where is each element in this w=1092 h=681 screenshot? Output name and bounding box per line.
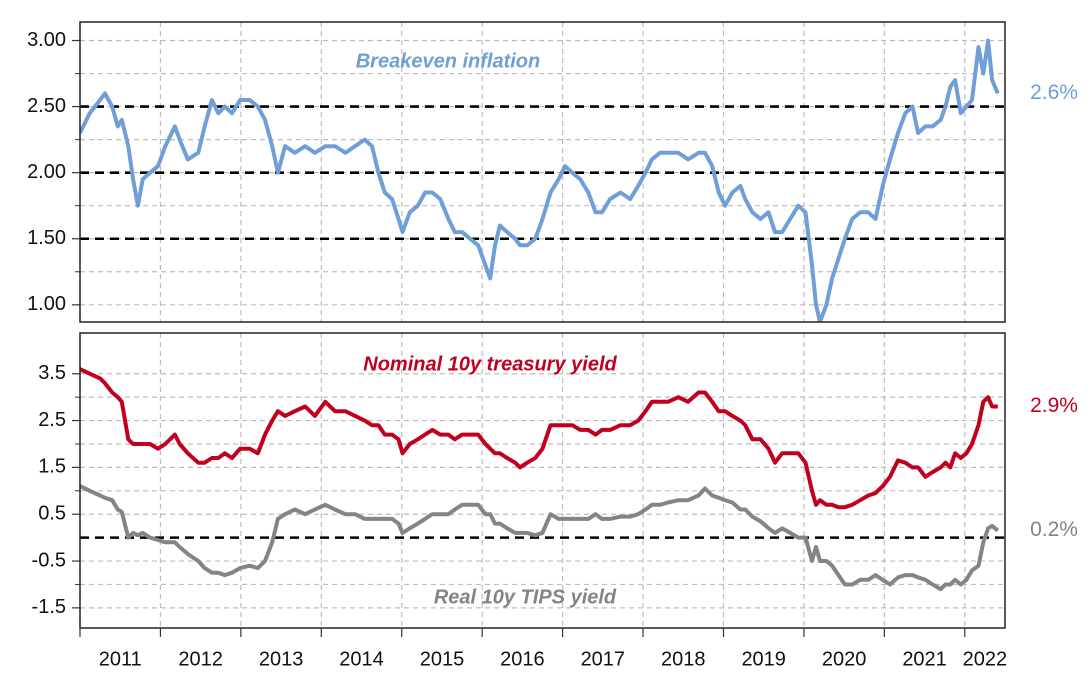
- series-label: Real 10y TIPS yield: [434, 586, 617, 608]
- y-tick-label: 1.5: [38, 456, 66, 478]
- series-label: Breakeven inflation: [356, 50, 541, 72]
- y-tick-label: 3.5: [38, 362, 66, 384]
- y-tick-label: 2.50: [27, 95, 66, 117]
- series-label: Nominal 10y treasury yield: [363, 353, 617, 375]
- x-tick-label: 2013: [259, 648, 304, 670]
- x-tick-label: 2012: [178, 648, 223, 670]
- plot-frame: [79, 21, 1006, 323]
- y-tick-label: 1.50: [27, 227, 66, 249]
- x-tick-label: 2011: [99, 648, 142, 670]
- y-tick-label: 3.00: [27, 29, 66, 51]
- y-tick-label: 0.5: [38, 502, 66, 524]
- y-tick-label: 2.00: [27, 161, 66, 183]
- end-label: 2.6%: [1030, 81, 1078, 104]
- x-tick-label: 2016: [500, 648, 545, 670]
- x-tick-label: 2021: [902, 648, 947, 670]
- end-label: 0.2%: [1030, 518, 1078, 541]
- panel: 3.5 2.5 1.5 0.5 -0.5 -1.5 Nominal 10y treasury…: [32, 332, 1078, 670]
- y-tick-label: -0.5: [32, 549, 66, 571]
- line: [80, 484, 1000, 592]
- line: [80, 367, 998, 510]
- y-tick-label: 1.00: [27, 293, 66, 315]
- end-label: 2.9%: [1030, 394, 1078, 417]
- x-tick-label: 2022: [963, 648, 1008, 670]
- y-tick-label: -1.5: [32, 596, 66, 618]
- panel: 1.00 1.50 2.00 2.50 3.00 Breakeven inflation 2…: [27, 21, 1078, 323]
- line: [80, 38, 1000, 322]
- x-tick-label: 2018: [661, 648, 706, 670]
- x-tick-label: 2020: [822, 648, 867, 670]
- x-tick-label: 2014: [339, 648, 384, 670]
- x-tick-label: 2019: [741, 648, 786, 670]
- x-tick-label: 2017: [581, 648, 626, 670]
- y-tick-label: 2.5: [38, 409, 66, 431]
- x-tick-label: 2015: [420, 648, 465, 670]
- plot-frame: [79, 332, 1006, 629]
